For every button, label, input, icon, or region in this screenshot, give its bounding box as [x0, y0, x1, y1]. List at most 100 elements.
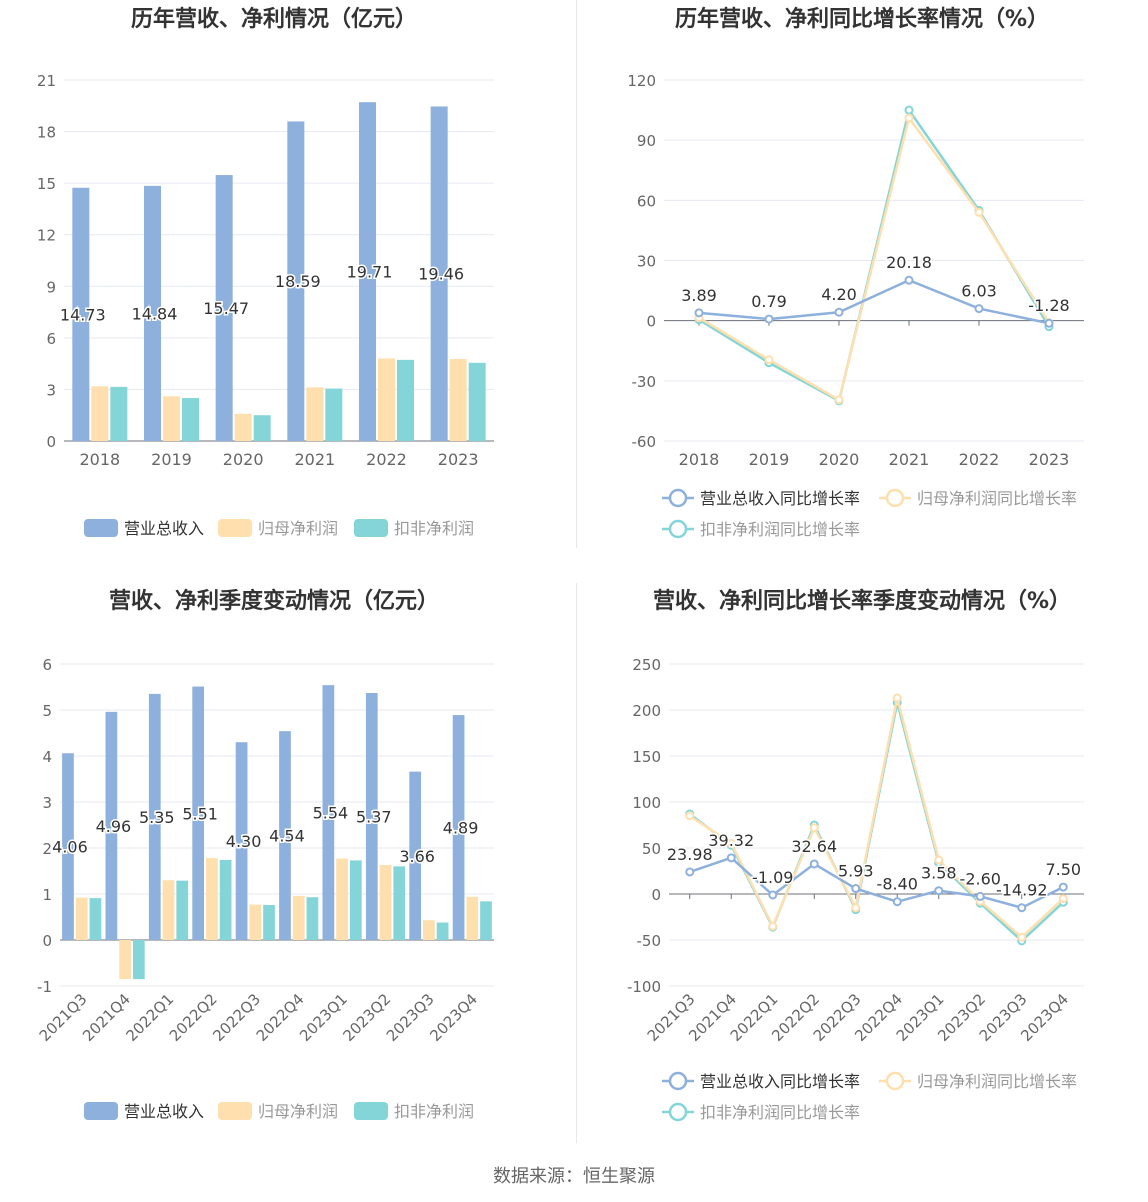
y-tick-label: 3: [42, 794, 52, 812]
series-line-deducted-profit-growth: [688, 702, 1065, 943]
bar-deducted-profit: [89, 898, 102, 940]
bar-net-profit: [336, 858, 348, 940]
series-line-net-profit-growth: [689, 697, 1065, 939]
y-tick-label: -60: [632, 433, 657, 451]
line-data-label: 20.18: [886, 253, 932, 272]
bar-data-label: 4.89: [443, 819, 479, 838]
series-point: [974, 207, 984, 217]
series-point: [726, 838, 736, 848]
bar-net-profit: [75, 897, 88, 940]
bar-revenue: [322, 685, 335, 940]
y-tick-label: 18: [37, 124, 56, 142]
legend-label: 扣非净利润同比增长率: [700, 520, 860, 539]
y-tick-label: 30: [637, 253, 656, 271]
legend-swatch-marker: [668, 1102, 688, 1122]
line-data-label: 6.03: [961, 282, 997, 301]
line-data-label: 3.58: [921, 864, 957, 883]
bar-revenue: [148, 693, 161, 940]
series-point: [934, 855, 944, 865]
chart-title: 历年营收、净利同比增长率情况（%）: [675, 6, 1049, 32]
y-tick-label: 250: [632, 656, 661, 674]
series-line-revenue-growth: [698, 278, 1050, 325]
bar-deducted-profit: [325, 388, 343, 441]
y-tick-label: 0: [646, 313, 656, 331]
chart-quarterly-growth-rate: 营收、净利同比增长率季度变动情况（%） -100 -50 0 50 100 150 200 25…: [574, 583, 1148, 1166]
legend-label: 扣非净利润同比增长率: [700, 1103, 860, 1122]
bar-deducted-profit: [132, 940, 145, 980]
line-data-label: -1.09: [752, 868, 793, 887]
bar-net-profit: [423, 920, 435, 940]
chart-group: 历年营收、净利同比增长率情况（%） -60 -30 0 30 60 90 120 2018 201…: [627, 6, 1084, 539]
chart-quarterly-revenue-profit: 营收、净利季度变动情况（亿元） -1 0 1 2 3 4 5 6 2021Q3 2021Q4 2022…: [0, 583, 574, 1166]
series-line-revenue-growth: [689, 856, 1064, 910]
bar-net-profit: [163, 396, 180, 441]
series-point: [1058, 894, 1068, 904]
line-data-label: 23.98: [667, 845, 713, 864]
y-tick-label: 12: [37, 227, 56, 245]
line-data-label: 5.93: [838, 862, 874, 881]
bar-revenue: [235, 742, 248, 940]
legend-swatch-marker: [668, 1071, 688, 1091]
bar-deducted-profit: [253, 415, 271, 441]
chart-group: 历年营收、净利情况（亿元） 0 3 6 9 12 15 18 21 2018 2019 2020 202…: [37, 6, 494, 538]
series-point: [904, 105, 914, 115]
line-data-label: 32.64: [791, 837, 837, 856]
bar-revenue: [279, 731, 291, 940]
y-tick-label: -1: [37, 978, 52, 996]
bar-revenue: [62, 753, 74, 940]
bar-net-profit: [234, 413, 252, 441]
chart-svg: 营收、净利季度变动情况（亿元）-101234562021Q32021Q42022…: [36, 588, 494, 1121]
y-tick-label: 15: [37, 175, 56, 193]
series-point: [904, 275, 914, 285]
legend-label: 归母净利润: [258, 1102, 338, 1121]
series-point: [904, 113, 914, 123]
bar-net-profit: [162, 880, 175, 940]
bar-deducted-profit: [306, 897, 319, 940]
legend-label: 营业总收入同比增长率: [700, 489, 860, 508]
bar-data-label: 15.47: [203, 299, 249, 318]
y-tick-label: 120: [627, 72, 656, 90]
legend-label: 归母净利润同比增长率: [917, 1072, 1077, 1091]
bar-deducted-profit: [397, 359, 414, 441]
y-tick-label: -50: [637, 932, 662, 950]
line-data-label: 4.20: [821, 285, 857, 304]
data-source-note: 数据来源：恒生聚源: [493, 1166, 655, 1187]
bar-data-label: 5.51: [182, 804, 218, 823]
bar-deducted-profit: [110, 386, 128, 441]
series-point: [764, 314, 774, 324]
y-tick-label: 0: [651, 886, 661, 904]
x-tick-label: 2018: [79, 450, 120, 469]
y-tick-label: 1: [42, 886, 52, 904]
bar-data-label: 19.46: [418, 265, 464, 284]
legend-swatch: [354, 519, 388, 537]
x-tick-label: 2022: [366, 450, 407, 469]
y-tick-label: 6: [46, 330, 56, 348]
x-tick-label: 2019: [749, 450, 790, 469]
bar-deducted-profit: [436, 922, 449, 940]
y-tick-label: 5: [42, 702, 52, 720]
chart-group: 营收、净利同比增长率季度变动情况（%） -100 -50 0 50 100 150 200 25…: [627, 588, 1084, 1122]
y-tick-label: -30: [632, 373, 657, 391]
bar-data-label: 4.54: [269, 827, 305, 846]
series-point: [809, 823, 819, 833]
y-tick-label: 150: [632, 748, 661, 766]
series-point: [834, 395, 844, 405]
y-tick-label: 21: [37, 72, 56, 90]
bar-deducted-profit: [349, 860, 362, 940]
bar-revenue: [144, 185, 161, 441]
chart-title: 营收、净利季度变动情况（亿元）: [109, 588, 439, 614]
series-point: [764, 355, 774, 365]
bar-net-profit: [466, 896, 479, 940]
y-tick-label: 9: [46, 278, 56, 296]
bar-net-profit: [379, 865, 392, 940]
legend-swatch: [218, 519, 252, 537]
legend-swatch-marker: [668, 488, 688, 508]
line-data-label: 39.32: [708, 831, 754, 850]
y-tick-label: 60: [637, 192, 656, 210]
bar-revenue: [192, 686, 205, 940]
bar-data-label: 4.96: [96, 817, 132, 836]
legend-label: 归母净利润: [258, 519, 338, 538]
bar-deducted-profit: [263, 905, 275, 940]
series-point: [1017, 932, 1027, 942]
chart-group: 营收、净利季度变动情况（亿元）-101234562021Q32021Q42022…: [36, 588, 494, 1121]
